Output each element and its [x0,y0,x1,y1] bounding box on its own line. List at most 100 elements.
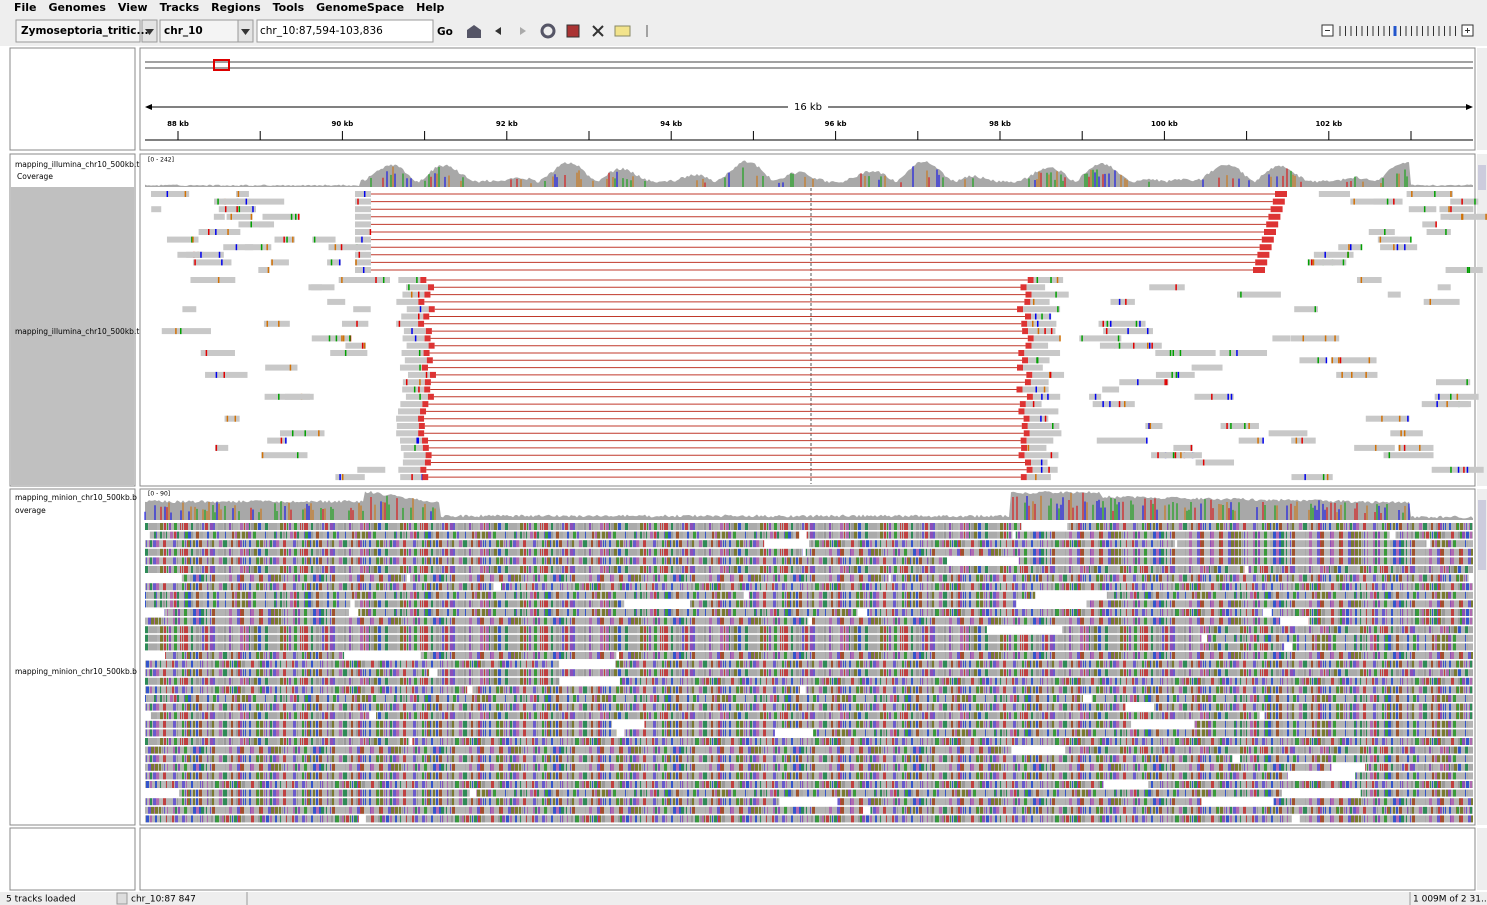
clipped-read [418,299,424,305]
mismatch [1166,379,1168,385]
mismatch [418,387,420,393]
mismatch [341,335,343,341]
read [1398,445,1433,451]
scrollbar[interactable] [1477,48,1487,150]
long-read [619,652,1473,659]
mismatch [227,229,229,235]
feature-panel [140,828,1475,890]
locus-text: chr_10:87,594-103,836 [260,25,383,37]
mismatch [1035,474,1037,480]
read [151,206,161,212]
menu-item[interactable]: Genomes [49,1,107,14]
mismatch [1343,259,1345,265]
long-read [145,626,987,633]
mismatch [1361,244,1363,250]
read [402,387,424,393]
read [406,394,428,400]
mismatch [194,259,196,265]
mismatch [1127,328,1129,334]
mismatch [1397,244,1399,250]
mismatch [1175,284,1177,290]
menu-item[interactable]: Help [416,1,444,14]
read [1030,430,1062,436]
long-read [145,815,359,822]
read [1449,214,1487,220]
mismatch [1048,467,1050,473]
scroll-thumb[interactable] [1478,165,1486,190]
track-name: mapping_minion_chr10_500kb.b [15,493,137,502]
menu-item[interactable]: Regions [211,1,261,14]
read [1027,445,1046,451]
mismatch [415,335,417,341]
read [1023,365,1043,371]
mismatch [1410,237,1412,243]
genome-name: Zymoseptoria_tritic... [21,25,148,37]
clipped-read [425,460,431,466]
mismatch [1450,206,1452,212]
read [205,372,247,378]
read [262,214,299,220]
read [403,335,425,341]
long-read [145,686,467,693]
read [1369,229,1395,235]
read [1239,438,1264,444]
read [199,229,226,235]
clipped-read [1027,394,1033,400]
mismatch [1389,452,1391,458]
clipped-read [1264,229,1276,235]
menu-item[interactable]: GenomeSpace [316,1,404,14]
read [1314,252,1330,258]
mismatch [357,199,359,205]
mismatch [292,430,294,436]
scroll-thumb[interactable] [1478,500,1486,570]
scrollbar[interactable] [1477,828,1487,890]
menu-item[interactable]: File [14,1,37,14]
long-read [145,721,612,728]
read [1023,306,1060,312]
long-read [870,807,1473,814]
menu-item[interactable]: Tools [273,1,305,14]
clipped-read [424,387,430,393]
read [1439,206,1473,212]
long-read [1309,618,1473,625]
mismatch [419,350,421,356]
long-read [625,729,775,736]
read [355,259,371,265]
read [1390,430,1423,436]
mismatch [219,252,221,258]
popup-icon[interactable] [615,26,630,36]
mismatch [1262,438,1264,444]
mismatch [1257,438,1259,444]
mismatch [291,214,293,220]
read [1149,284,1184,290]
menu-item[interactable]: View [118,1,148,14]
menu-item[interactable]: Tracks [160,1,200,14]
mismatch [399,321,401,327]
mismatch [1095,394,1097,400]
read [261,452,307,458]
clipped-read [1024,416,1030,422]
long-read [145,540,764,547]
clipped-read [1022,423,1028,429]
go-button[interactable]: Go [437,26,453,38]
mismatch [416,438,418,444]
read [355,237,371,243]
mismatch [314,237,316,243]
mismatch [342,474,344,480]
clipped-read [1255,259,1267,265]
mismatch [1381,416,1383,422]
clipped-read [418,321,424,327]
read [400,365,422,371]
mismatch [1244,423,1246,429]
read [403,460,425,466]
mismatch [223,372,225,378]
scrollbar[interactable] [1477,154,1487,486]
read [327,259,341,265]
roi-icon[interactable] [567,25,579,37]
mismatch [236,206,238,212]
mismatch [364,191,366,197]
mismatch [1037,357,1039,363]
read [1114,343,1162,349]
clipped-read [426,452,432,458]
clipped-read [430,372,436,378]
